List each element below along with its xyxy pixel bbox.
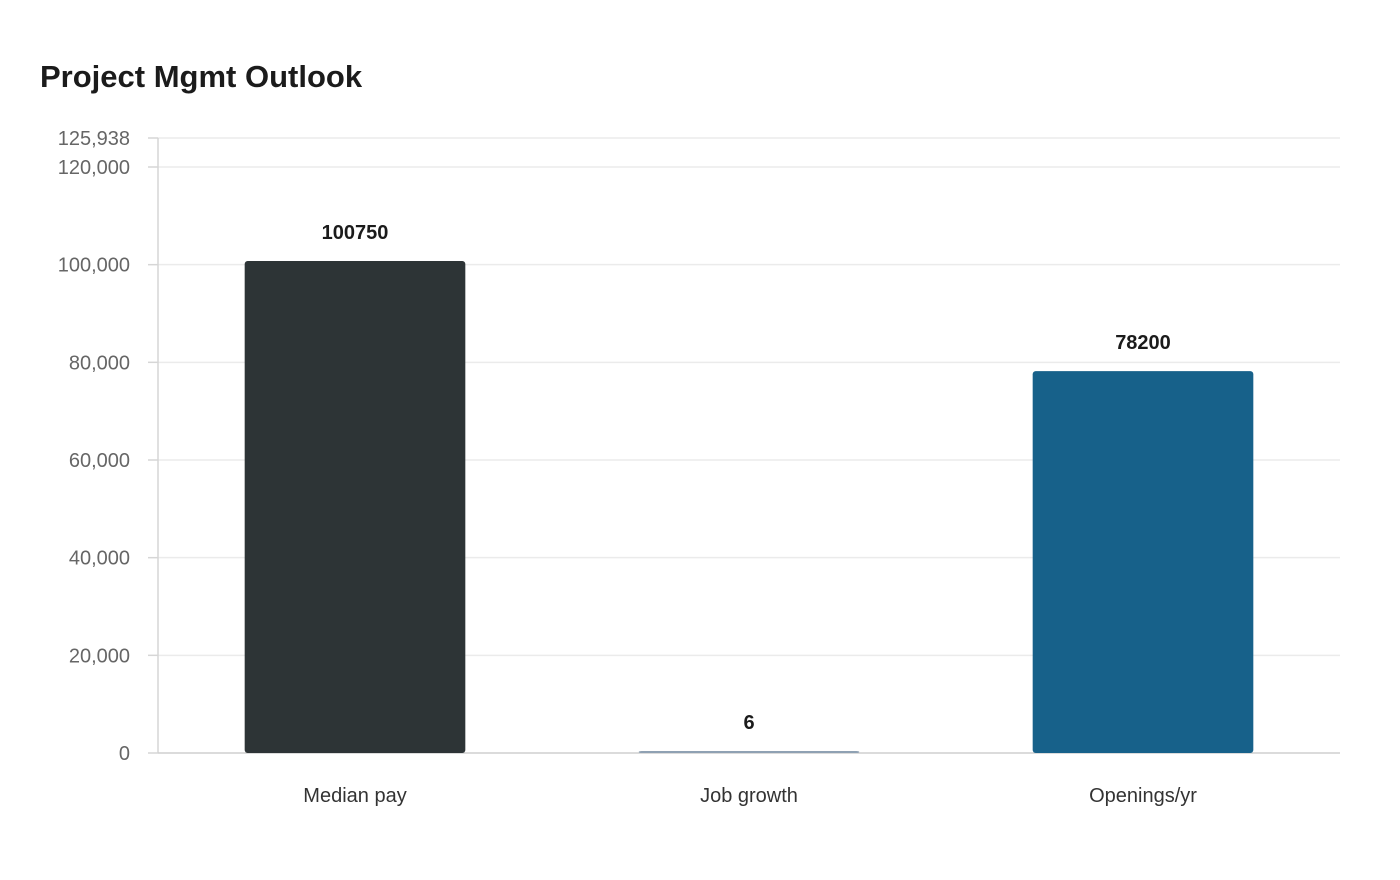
x-category-label: Job growth — [700, 785, 798, 807]
y-tick-label: 60,000 — [69, 450, 130, 472]
x-category-label: Median pay — [303, 785, 406, 807]
y-axis-ticks: 0 20,000 40,000 60,000 80,000 100,000 120,000 1… — [58, 128, 158, 765]
bar — [1032, 371, 1254, 753]
bar-value-label: 100750 — [322, 222, 389, 244]
y-tick-label: 125,938 — [58, 128, 130, 150]
y-tick-label: 120,000 — [58, 157, 130, 179]
y-tick-label: 80,000 — [69, 352, 130, 374]
bar-value-label: 6 — [743, 712, 754, 734]
y-tick-label: 20,000 — [69, 645, 130, 667]
y-tick-label: 40,000 — [69, 548, 130, 570]
y-tick-label: 100,000 — [58, 255, 130, 277]
x-category-label: Openings/yr — [1089, 785, 1197, 807]
y-tick-label: 0 — [119, 743, 130, 765]
category-labels: Median pay Job growth Openings/yr — [303, 785, 1197, 807]
value-labels: 100750 6 78200 — [322, 222, 1171, 734]
bar — [244, 261, 466, 753]
chart-title: Project Mgmt Outlook — [40, 59, 363, 94]
bars — [244, 261, 1254, 753]
bar — [638, 751, 860, 753]
bar-value-label: 78200 — [1115, 332, 1171, 354]
